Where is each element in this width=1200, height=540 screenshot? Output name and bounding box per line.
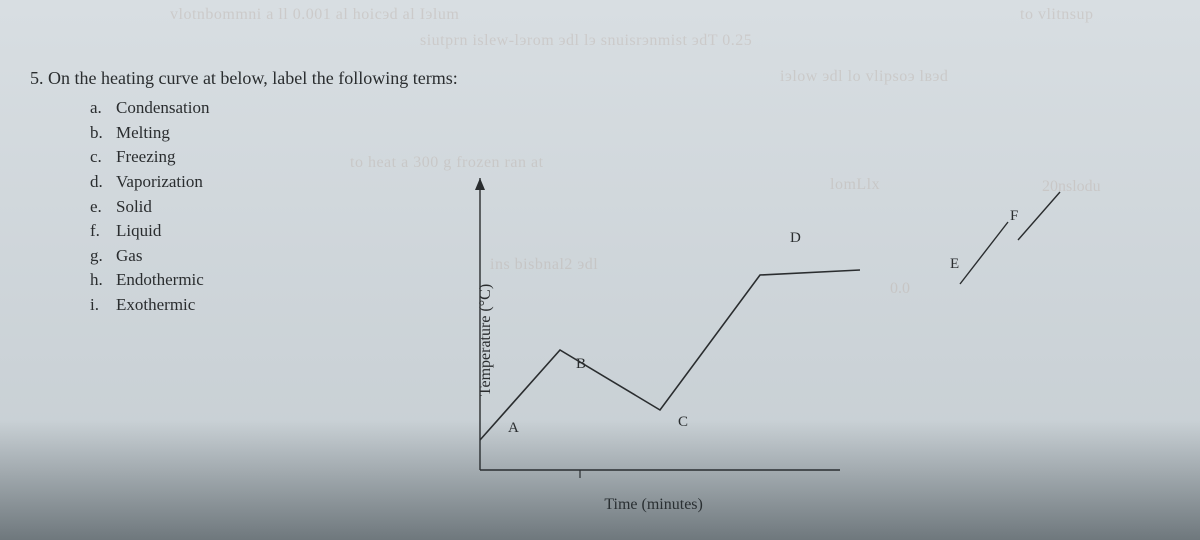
list-text: Melting — [116, 121, 170, 146]
list-text: Liquid — [116, 219, 161, 244]
ghost-text: to vlitnsup — [1020, 6, 1094, 24]
list-item: b. Melting — [90, 121, 210, 146]
list-letter: c. — [90, 145, 108, 170]
list-item: a. Condensation — [90, 96, 210, 121]
question-text: On the heating curve at below, label the… — [48, 68, 458, 88]
ghost-text: vlotnbommni a ll 0.001 al hoicэd al Iэlu… — [170, 6, 459, 24]
curve-label-e: E — [950, 256, 959, 273]
ghost-text: iэlow эdl lo vlipsoэ lвэd — [780, 68, 948, 86]
list-item: f. Liquid — [90, 219, 210, 244]
list-item: g. Gas — [90, 244, 210, 269]
list-item: i. Exothermic — [90, 293, 210, 318]
list-letter: g. — [90, 244, 108, 269]
list-item: c. Freezing — [90, 145, 210, 170]
list-text: Vaporization — [116, 170, 203, 195]
list-item: d. Vaporization — [90, 170, 210, 195]
list-letter: f. — [90, 219, 108, 244]
ghost-text: siutprn islew-lэrom эdl lэ snuisrэnmist … — [420, 32, 752, 50]
list-letter: b. — [90, 121, 108, 146]
list-letter: h. — [90, 268, 108, 293]
list-text: Gas — [116, 244, 142, 269]
scan-bottom-shadow — [0, 420, 1200, 540]
question-number: 5. — [30, 68, 44, 88]
curve-label-b: B — [576, 356, 586, 373]
list-item: h. Endothermic — [90, 268, 210, 293]
curve-label-f: F — [1010, 208, 1018, 225]
list-text: Freezing — [116, 145, 175, 170]
list-letter: d. — [90, 170, 108, 195]
list-letter: e. — [90, 195, 108, 220]
list-item: e. Solid — [90, 195, 210, 220]
curve-label-d: D — [790, 230, 801, 247]
question-stem: 5. On the heating curve at below, label … — [30, 68, 458, 89]
list-text: Solid — [116, 195, 152, 220]
list-text: Exothermic — [116, 293, 195, 318]
list-letter: a. — [90, 96, 108, 121]
list-text: Condensation — [116, 96, 210, 121]
list-letter: i. — [90, 293, 108, 318]
term-list: a. Condensation b. Melting c. Freezing d. Vapor… — [90, 96, 210, 318]
list-text: Endothermic — [116, 268, 204, 293]
